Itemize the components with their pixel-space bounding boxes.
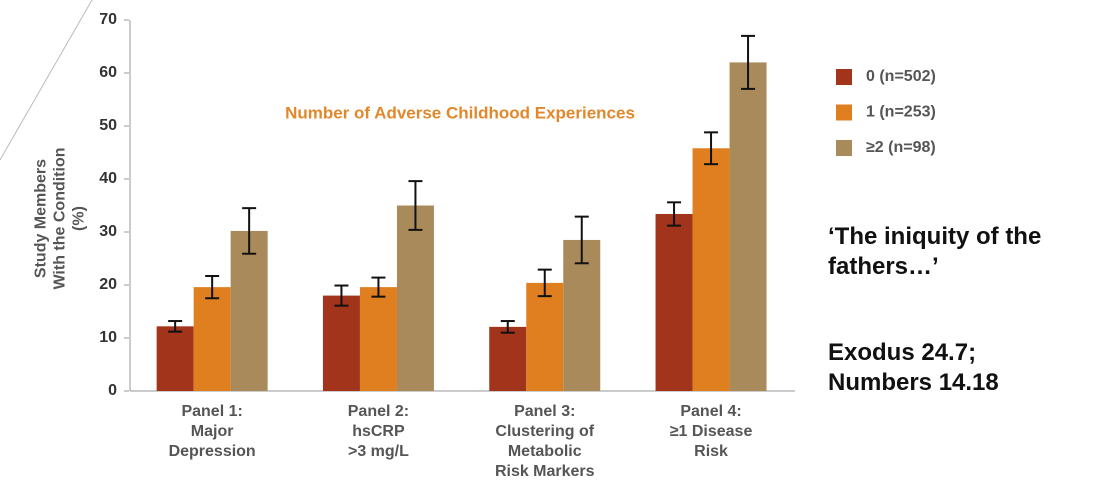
x-tick-label: Panel 2: hsCRP >3 mg/L xyxy=(347,403,410,460)
bar xyxy=(729,62,767,392)
x-tick-label: Panel 1: Major Depression xyxy=(168,403,256,460)
y-tick-label: 50 xyxy=(99,117,117,134)
y-tick-label: 20 xyxy=(99,276,117,293)
x-tick-label: Panel 3: Clustering of Metabolic Risk Ma… xyxy=(494,403,595,480)
legend-label: ≥2 (n=98) xyxy=(866,139,936,156)
legend-label: 1 (n=253) xyxy=(866,104,936,121)
bar xyxy=(156,326,194,391)
x-tick-label: Panel 4: ≥1 Disease Risk xyxy=(669,403,753,460)
bar xyxy=(563,239,601,391)
y-tick-label: 60 xyxy=(99,64,117,81)
legend-label: 0 (n=502) xyxy=(866,68,936,85)
bar xyxy=(193,287,231,391)
reference: Exodus 24.7; Numbers 14.18 xyxy=(828,339,999,396)
bar xyxy=(359,287,397,391)
y-label: Study Members With the Condition (%) xyxy=(32,147,88,290)
y-tick-label: 30 xyxy=(99,223,117,240)
bar xyxy=(230,230,268,391)
legend-swatch xyxy=(836,69,852,85)
decor-line xyxy=(0,0,93,161)
annotation: Number of Adverse Childhood Experiences xyxy=(285,103,635,122)
y-tick-label: 40 xyxy=(99,170,117,187)
bar xyxy=(526,282,564,391)
legend-swatch xyxy=(836,104,852,121)
quote: ‘The iniquity of the fathers…’ xyxy=(828,223,1042,280)
bar xyxy=(396,205,434,391)
legend-swatch xyxy=(836,140,852,156)
bar xyxy=(692,148,730,391)
bar xyxy=(489,326,527,391)
y-tick-label: 70 xyxy=(99,11,117,28)
y-tick-label: 0 xyxy=(108,382,117,399)
bar xyxy=(655,213,693,391)
y-tick-label: 10 xyxy=(99,329,117,346)
bar xyxy=(322,295,360,391)
